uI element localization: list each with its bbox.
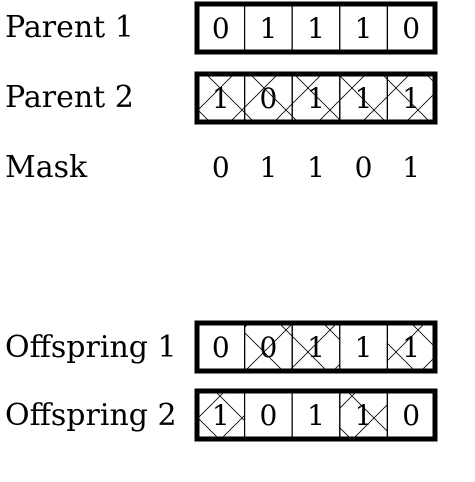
gene-bit: 1 (307, 12, 325, 45)
gene-bit: 1 (355, 399, 373, 432)
gene-bit: 1 (402, 331, 420, 364)
chromosome-bars: 0 1 1 1 01 0 1 1 10 1 1 0 10 0 1 1 11 0 1 1 0 (194, 1, 438, 442)
label-offspring-1: Offspring 1 (5, 330, 177, 365)
hatched-gene-cell (291, 73, 341, 123)
gene-cell (339, 322, 388, 372)
gene-bit: 1 (355, 331, 373, 364)
label-mask: Mask (5, 150, 88, 185)
label-parent-1: Parent 1 (5, 10, 134, 45)
gene-bit: 1 (355, 12, 373, 45)
hatched-gene-cell (244, 322, 293, 372)
gene-cell (386, 390, 436, 440)
gene-bit: 0 (259, 331, 277, 364)
gene-bit: 1 (259, 12, 277, 45)
gene-bit: 1 (402, 82, 420, 115)
mask-bit: 0 (355, 151, 373, 184)
gene-bit: 1 (212, 399, 230, 432)
gene-bit: 1 (307, 82, 325, 115)
mask-bit: 1 (402, 151, 420, 184)
gene-bit: 0 (212, 331, 230, 364)
gene-bit: 1 (307, 331, 325, 364)
label-offspring-2: Offspring 2 (5, 398, 177, 433)
chromosome-border (194, 71, 438, 125)
gene-bit: 0 (259, 399, 277, 432)
hatched-gene-cell (339, 73, 388, 123)
chromosome-border (194, 388, 438, 442)
gene-bit: 0 (259, 82, 277, 115)
hatched-gene-cell (244, 73, 293, 123)
gene-bit: 1 (307, 399, 325, 432)
gene-cell (244, 3, 293, 53)
hatched-gene-cell (339, 390, 388, 440)
mask-bit: 1 (259, 151, 277, 184)
mask-bit: 0 (212, 151, 230, 184)
mask-bit: 1 (307, 151, 325, 184)
gene-bit: 1 (212, 82, 230, 115)
gene-bit: 0 (402, 399, 420, 432)
gene-cell (291, 390, 341, 440)
label-parent-2: Parent 2 (5, 80, 134, 115)
chromosome-border (194, 320, 438, 374)
gene-bit: 1 (355, 82, 373, 115)
hatched-gene-cell (386, 322, 436, 372)
gene-bit: 0 (402, 12, 420, 45)
chromosome-border (194, 1, 438, 55)
gene-bit: 0 (212, 12, 230, 45)
